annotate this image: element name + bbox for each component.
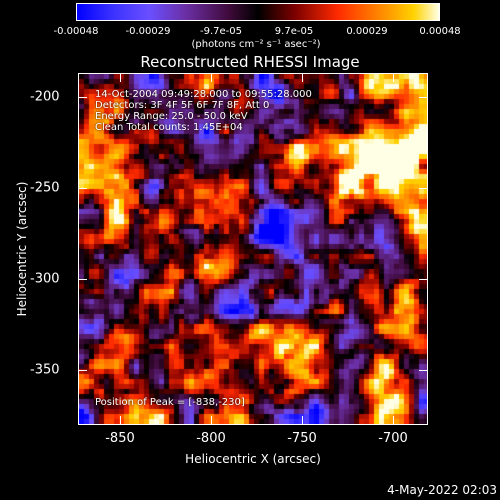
tick-mark bbox=[211, 74, 212, 82]
colorbar-tick-label: -9.7e-05 bbox=[200, 26, 242, 37]
annotation-detectors: Detectors: 3F 4F 5F 6F 7F 8F, Att 0 bbox=[95, 100, 270, 111]
colorbar-tick-label: -0.00029 bbox=[125, 26, 171, 37]
tick-mark bbox=[302, 74, 303, 82]
tick-mark bbox=[79, 97, 87, 98]
tick-mark bbox=[419, 97, 427, 98]
y-tick-label: -350 bbox=[30, 362, 60, 378]
tick-mark bbox=[79, 370, 87, 371]
tick-mark bbox=[302, 416, 303, 424]
annotation-clean-counts: Clean Total counts: 1.45E+04 bbox=[95, 122, 243, 133]
x-tick-label: -800 bbox=[196, 431, 226, 446]
tick-mark bbox=[419, 370, 427, 371]
y-axis-label: Heliocentric Y (arcsec) bbox=[15, 181, 29, 317]
colorbar-tick-label: -0.00048 bbox=[53, 26, 99, 37]
colorbar-unit-label: (photons cm⁻² s⁻¹ asec⁻²) bbox=[191, 39, 321, 50]
tick-mark bbox=[393, 416, 394, 424]
tick-mark bbox=[211, 416, 212, 424]
heatmap-image bbox=[79, 74, 427, 424]
x-tick-label: -850 bbox=[105, 431, 135, 446]
annotation-time-range: 14-Oct-2004 09:49:28.000 to 09:55:28.000 bbox=[95, 89, 312, 100]
annotation-energy-range: Energy Range: 25.0 - 50.0 keV bbox=[95, 111, 248, 122]
plot-area: 14-Oct-2004 09:49:28.000 to 09:55:28.000… bbox=[78, 73, 428, 425]
tick-mark bbox=[419, 188, 427, 189]
tick-mark bbox=[79, 188, 87, 189]
y-tick-label: -250 bbox=[30, 180, 60, 196]
tick-mark bbox=[419, 279, 427, 280]
colorbar bbox=[76, 3, 440, 21]
plot-datestamp: 4-May-2022 02:03 bbox=[387, 483, 497, 497]
x-tick-label: -700 bbox=[378, 431, 408, 446]
y-tick-label: -300 bbox=[30, 271, 60, 287]
annotation-peak-position: Position of Peak = [-838,-230] bbox=[95, 397, 245, 408]
tick-mark bbox=[120, 74, 121, 82]
y-tick-label: -200 bbox=[30, 89, 60, 105]
plot-title: Reconstructed RHESSI Image bbox=[140, 53, 360, 71]
tick-mark bbox=[393, 74, 394, 82]
x-axis-label: Heliocentric X (arcsec) bbox=[185, 452, 321, 466]
colorbar-tick-label: 0.00029 bbox=[346, 26, 388, 37]
tick-mark bbox=[120, 416, 121, 424]
colorbar-tick-label: 9.7e-05 bbox=[274, 26, 314, 37]
tick-mark bbox=[79, 279, 87, 280]
x-tick-label: -750 bbox=[287, 431, 317, 446]
colorbar-tick-label: 0.00048 bbox=[419, 26, 461, 37]
